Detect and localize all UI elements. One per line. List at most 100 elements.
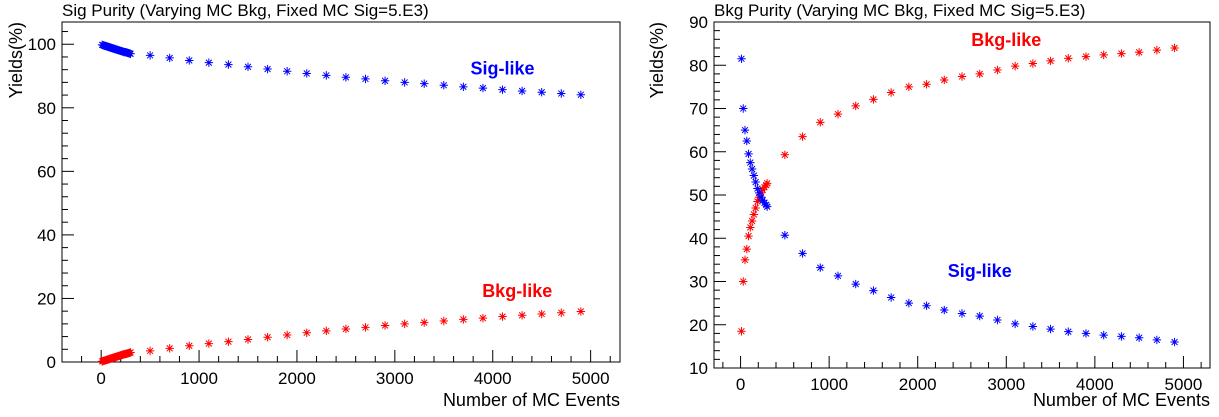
data-point xyxy=(282,67,292,76)
x-tick-label: 5000 xyxy=(1165,375,1203,394)
series-layer xyxy=(97,40,586,366)
data-point xyxy=(498,312,507,321)
data-point xyxy=(746,158,755,167)
data-point xyxy=(243,335,253,344)
data-point xyxy=(922,80,931,89)
data-point xyxy=(886,88,896,97)
x-tick-label: 4000 xyxy=(474,369,512,388)
data-point xyxy=(576,90,586,99)
chart-title: Bkg Purity (Varying MC Bkg, Fixed MC Sig… xyxy=(714,1,1085,20)
data-point xyxy=(459,82,468,92)
y-tick-label: 70 xyxy=(689,100,708,119)
data-point xyxy=(762,200,771,210)
data-point xyxy=(904,82,914,92)
x-tick-label: 1000 xyxy=(810,375,848,394)
data-point xyxy=(1170,337,1179,347)
data-point xyxy=(739,277,748,286)
data-point xyxy=(439,316,448,326)
data-point xyxy=(747,164,757,174)
data-point xyxy=(243,62,253,72)
chart-sig-purity: Sig Purity (Varying MC Bkg, Fixed MC Sig… xyxy=(6,1,621,410)
y-tick-label: 40 xyxy=(689,229,708,248)
data-point xyxy=(380,321,390,330)
series-layer xyxy=(737,43,1179,347)
data-point xyxy=(780,150,790,159)
series-annotation: Sig-like xyxy=(471,58,535,78)
data-point xyxy=(1117,49,1126,58)
data-point xyxy=(576,307,586,316)
y-axis-label: Yields(%) xyxy=(6,22,26,98)
y-tick-label: 20 xyxy=(37,289,56,308)
data-point xyxy=(1081,52,1091,61)
data-point xyxy=(1152,335,1162,345)
data-point xyxy=(762,202,772,211)
data-point xyxy=(185,56,194,65)
data-point xyxy=(145,51,155,60)
data-point xyxy=(537,309,546,319)
data-point xyxy=(816,118,825,127)
data-point xyxy=(145,346,155,356)
data-point xyxy=(322,71,331,80)
data-point xyxy=(165,344,174,353)
data-point xyxy=(1028,59,1038,68)
data-point xyxy=(816,263,825,272)
data-point xyxy=(498,85,507,94)
x-tick-label: 2000 xyxy=(278,369,316,388)
data-point xyxy=(886,293,896,302)
data-point xyxy=(1046,56,1055,66)
data-point xyxy=(1081,329,1091,338)
y-tick-label: 80 xyxy=(689,56,708,75)
x-axis: 0 1000 2000 3000 4000 5000 xyxy=(722,356,1203,394)
y-tick-label: 20 xyxy=(689,316,708,335)
data-point xyxy=(1028,322,1038,331)
data-point xyxy=(922,301,931,310)
data-point xyxy=(904,298,914,308)
data-point xyxy=(1134,48,1144,57)
data-point xyxy=(957,72,967,81)
data-point xyxy=(756,192,766,202)
data-point xyxy=(737,54,746,63)
data-point xyxy=(420,318,429,327)
series-annotation: Bkg-like xyxy=(482,281,552,301)
data-point xyxy=(263,64,272,74)
data-point xyxy=(744,149,753,159)
y-tick-label: 60 xyxy=(37,162,56,181)
data-point xyxy=(1099,330,1108,340)
data-point xyxy=(165,53,174,63)
data-point xyxy=(851,101,860,111)
series-bkg-like xyxy=(97,307,586,366)
data-point xyxy=(537,88,546,97)
data-point xyxy=(380,76,390,85)
x-tick-label: 0 xyxy=(96,369,105,388)
y-tick-label: 60 xyxy=(689,143,708,162)
data-point xyxy=(742,136,751,146)
y-tick-label: 40 xyxy=(37,226,56,245)
data-point xyxy=(762,180,771,190)
y-tick-label: 10 xyxy=(689,359,708,378)
data-point xyxy=(957,309,967,318)
data-point xyxy=(975,311,984,321)
y-tick-label: 90 xyxy=(689,13,708,32)
data-point xyxy=(1152,45,1162,55)
data-point xyxy=(478,313,488,323)
data-point xyxy=(517,86,527,96)
data-point xyxy=(744,231,753,241)
y-tick-label: 80 xyxy=(37,99,56,118)
data-point xyxy=(758,195,767,205)
x-tick-label: 3000 xyxy=(376,369,414,388)
data-point xyxy=(993,315,1002,325)
data-point xyxy=(851,279,860,289)
x-tick-label: 5000 xyxy=(572,369,610,388)
data-point xyxy=(869,286,878,295)
data-point xyxy=(204,339,214,348)
data-point xyxy=(753,184,762,193)
x-axis-label: Number of MC Events xyxy=(443,390,620,410)
data-point xyxy=(993,65,1002,75)
data-point xyxy=(420,79,429,88)
data-point xyxy=(302,328,311,337)
y-tick-label: 100 xyxy=(28,35,56,54)
data-point xyxy=(361,323,370,332)
data-point xyxy=(517,311,527,320)
series-annotation: Sig-like xyxy=(948,261,1012,281)
y-tick-label: 30 xyxy=(689,273,708,292)
